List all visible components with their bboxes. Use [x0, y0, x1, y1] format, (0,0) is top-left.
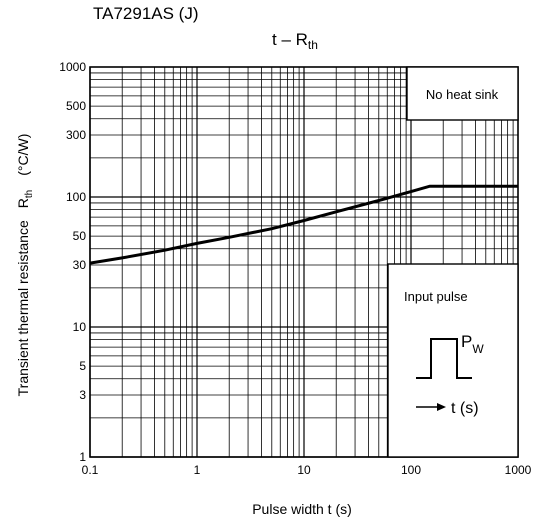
x-axis-label: Pulse width t (s): [252, 501, 352, 517]
y-tick-label: 3: [79, 388, 86, 402]
svg-text:Transient thermal resistanceRt: Transient thermal resistance Rth (°C/W): [15, 134, 35, 397]
y-tick-label: 5: [79, 359, 86, 373]
y-axis-label-unit: (°C/W): [15, 134, 31, 176]
time-axis-label: t (s): [451, 400, 479, 417]
y-tick-label: 1: [79, 450, 86, 464]
part-number: TA7291AS (J): [93, 4, 199, 23]
input-pulse-label: Input pulse: [404, 289, 468, 304]
no-heat-sink-label: No heat sink: [426, 87, 499, 102]
y-tick-label: 30: [73, 258, 87, 272]
pulse-waveform: [416, 338, 472, 379]
chart-title-main: t – R: [272, 30, 308, 49]
grid-lines: [89, 67, 518, 458]
x-tick-label: 1000: [505, 463, 532, 477]
arrow-head-icon: [437, 403, 446, 411]
y-tick-label: 50: [73, 229, 87, 243]
chart-title-subscript: th: [307, 38, 318, 52]
y-axis-label-text: Transient thermal resistance: [15, 220, 31, 396]
x-tick-label: 10: [297, 463, 311, 477]
no-heat-sink-box: No heat sink: [406, 66, 519, 121]
pulse-width-label: PW: [461, 332, 484, 356]
y-tick-label: 100: [66, 190, 86, 204]
input-pulse-box: Input pulse PW t (s): [387, 263, 519, 458]
y-axis-label-symbol: R: [15, 198, 31, 208]
y-tick-label: 300: [66, 128, 86, 142]
y-axis-label-subscript: th: [24, 190, 35, 198]
chart-title: t – Rth: [272, 30, 318, 52]
x-tick-label: 1: [194, 463, 201, 477]
y-axis-label: Transient thermal resistance Rth (°C/W): [15, 134, 35, 397]
x-tick-label: 100: [401, 463, 421, 477]
y-tick-label: 10: [73, 320, 87, 334]
y-tick-label: 500: [66, 99, 86, 113]
series-line-no-heat-sink: [89, 184, 518, 265]
y-tick-label: 1000: [59, 60, 86, 74]
x-tick-label: 0.1: [82, 463, 99, 477]
